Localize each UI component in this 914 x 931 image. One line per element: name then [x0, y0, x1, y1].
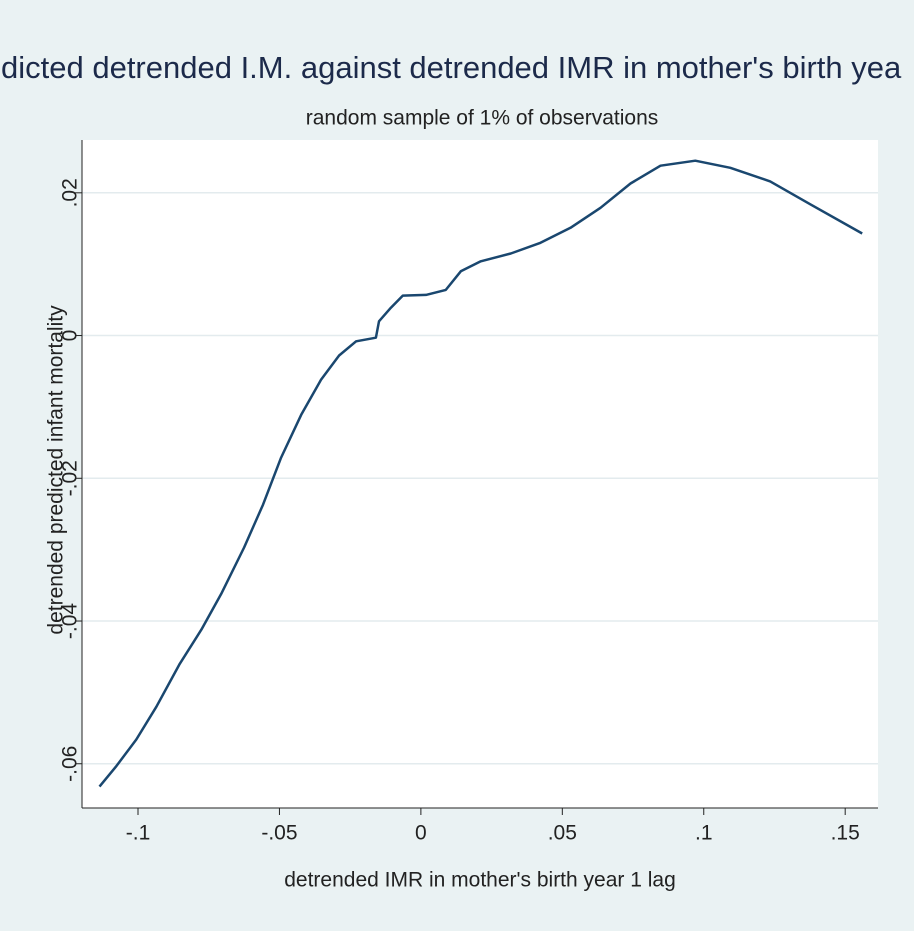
chart-subtitle: random sample of 1% of observations — [306, 107, 659, 130]
x-tick-label: .05 — [548, 822, 577, 845]
y-tick-label: .02 — [59, 178, 82, 207]
x-tick-label: -.05 — [261, 822, 297, 845]
x-tick-label: .15 — [831, 822, 860, 845]
chart-title: dicted detrended I.M. against detrended … — [1, 50, 902, 85]
y-tick-label: 0 — [59, 330, 82, 342]
y-tick-label: -.04 — [59, 603, 82, 640]
x-tick-label: -.1 — [126, 822, 151, 845]
plot-area — [82, 140, 878, 808]
x-axis-label: detrended IMR in mother's birth year 1 l… — [284, 869, 676, 892]
x-tick-label: .1 — [695, 822, 713, 845]
y-axis-label: detrended predicted infant mortality — [45, 305, 68, 635]
y-tick-label: -.02 — [59, 460, 82, 496]
data-line — [98, 159, 863, 788]
y-tick-label: -.06 — [59, 746, 82, 782]
x-tick-label: 0 — [415, 822, 427, 845]
